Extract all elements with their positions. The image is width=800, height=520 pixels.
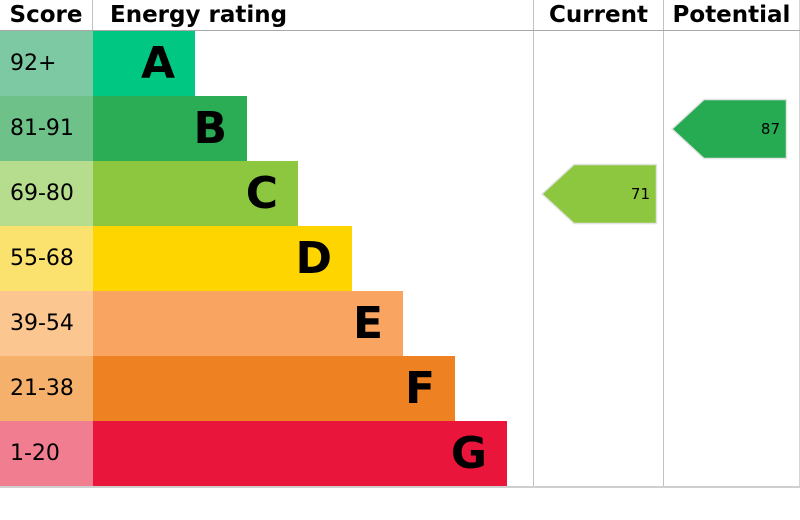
current-arrow-shape [541,163,658,224]
rating-bar-e: E [93,291,403,356]
rating-letter-a: A [140,37,175,89]
current-cell-a [533,31,663,96]
potential-arrow-shape [671,98,788,159]
current-arrow-svg [541,163,658,224]
rating-bar-cell-d: D [93,226,533,291]
potential-cell-b: 87 [663,96,800,161]
potential-cell-a [663,31,800,96]
rating-bar-cell-g: G [93,421,533,486]
header-energy-rating: Energy rating [110,2,288,28]
header-potential: Potential [663,0,800,30]
score-range-b: 81-91 [0,96,93,161]
current-cell-f [533,356,663,421]
band-row-e: 39-54 E [0,291,800,356]
rating-letter-f: F [404,362,435,414]
current-cell-b [533,96,663,161]
rating-letter-d: D [295,232,332,284]
potential-arrow-svg [671,98,788,159]
rating-bar-cell-c: C [93,161,533,226]
score-range-f: 21-38 [0,356,93,421]
rating-bar-cell-b: B [93,96,533,161]
header-current: Current [533,0,663,30]
score-range-c: 69-80 [0,161,93,226]
rating-bar-a: A [93,31,195,96]
header-score: Score [0,0,93,30]
potential-cell-c [663,161,800,226]
header-row: Score Energy rating Current Potential [0,0,800,31]
band-row-a: 92+ A [0,31,800,96]
current-cell-d [533,226,663,291]
rating-bar-cell-a: A [93,31,533,96]
potential-arrow: 87 [671,98,788,160]
rating-bar-f: F [93,356,455,421]
potential-cell-d [663,226,800,291]
potential-value: 87 [760,119,780,138]
rating-bar-c: C [93,161,298,226]
score-range-g: 1-20 [0,421,93,486]
band-row-c: 69-80 C 71 [0,161,800,226]
score-range-a: 92+ [0,31,93,96]
band-row-b: 81-91 B 87 [0,96,800,161]
rating-bar-cell-e: E [93,291,533,356]
rating-bar-b: B [93,96,247,161]
score-range-d: 55-68 [0,226,93,291]
potential-cell-g [663,421,800,486]
rating-letter-e: E [352,297,383,349]
band-row-f: 21-38 F [0,356,800,421]
score-range-e: 39-54 [0,291,93,356]
current-cell-e [533,291,663,356]
rating-bar-d: D [93,226,352,291]
potential-cell-e [663,291,800,356]
current-value: 71 [630,184,650,203]
epc-energy-rating-chart: Score Energy rating Current Potential 92… [0,0,800,488]
rating-letter-g: G [450,427,487,479]
rating-letter-c: C [245,167,278,219]
rating-bar-cell-f: F [93,356,533,421]
rating-bar-g: G [93,421,507,486]
band-row-g: 1-20 G [0,421,800,486]
current-cell-g [533,421,663,486]
band-row-d: 55-68 D [0,226,800,291]
rating-letter-b: B [193,102,227,154]
current-arrow: 71 [541,163,658,225]
current-cell-c: 71 [533,161,663,226]
potential-cell-f [663,356,800,421]
